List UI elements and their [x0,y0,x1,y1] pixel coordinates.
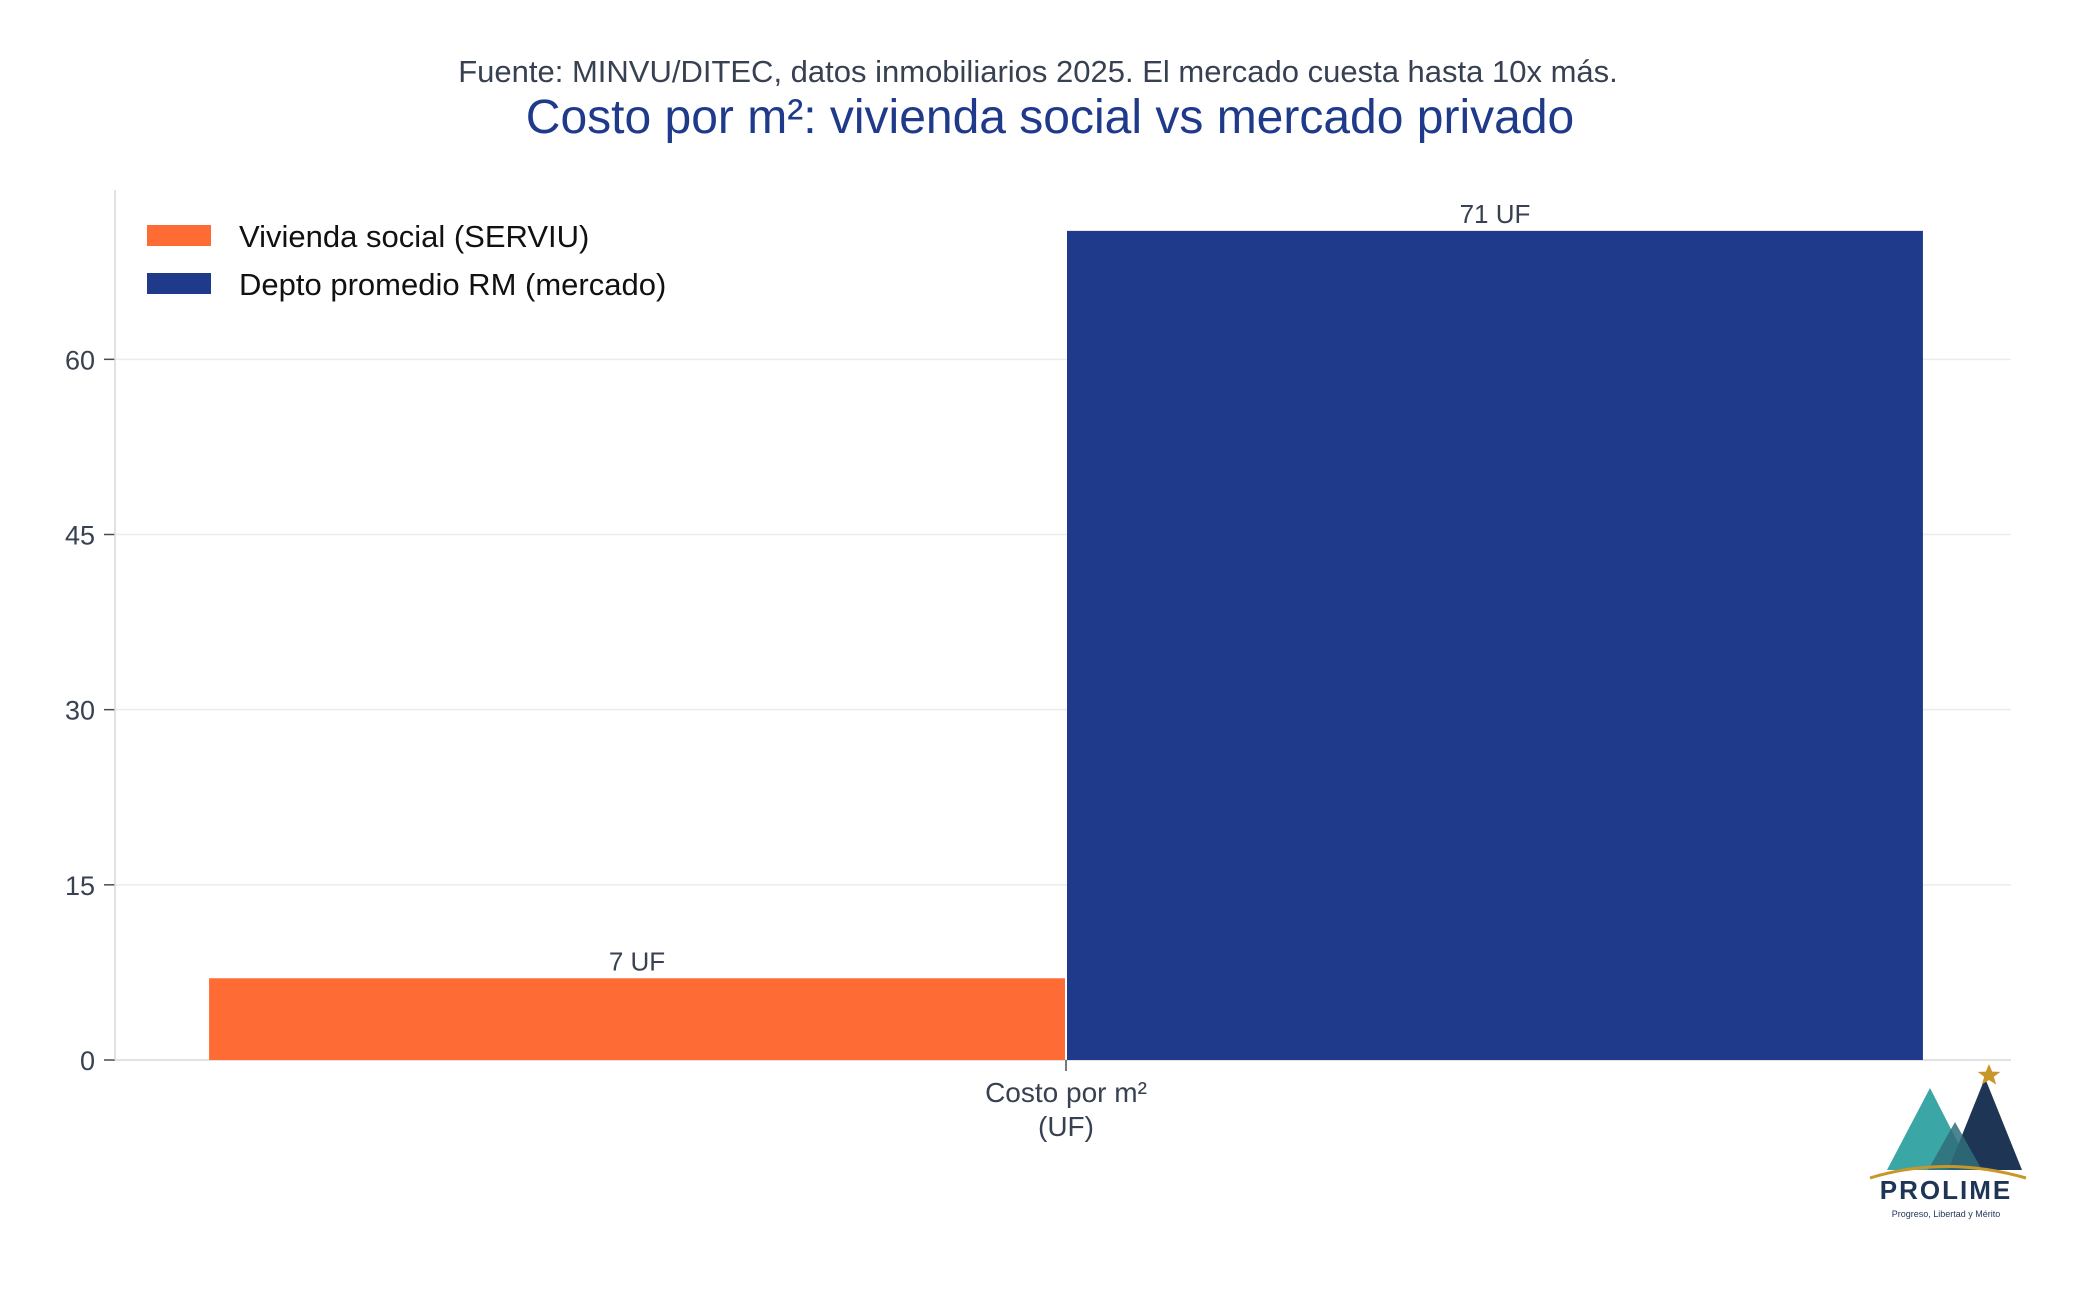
bars [209,230,1923,1060]
legend: Vivienda social (SERVIU) Depto promedio R… [147,219,666,302]
chart-title: Costo por m²: vivienda social vs mercado… [526,91,1574,144]
logo-name: PROLIME [1880,1175,2012,1205]
bar-data-label: 7 UF [609,946,665,976]
logo-gold-arc [1869,1165,2027,1180]
y-tick-label: 60 [65,345,95,375]
x-category-label: (UF) [1038,1111,1094,1142]
chart-subtitle: Fuente: MINVU/DITEC, datos inmobiliarios… [458,54,1618,89]
x-category-label: Costo por m² [985,1077,1147,1108]
legend-swatch [147,273,211,294]
y-tick-label: 30 [65,696,95,726]
logo-shade-mountain [1928,1122,1982,1170]
legend-swatch [147,225,211,246]
legend-label: Depto promedio RM (mercado) [239,267,666,302]
data-labels: 7 UF 71 UF [609,199,1531,976]
y-tick-label: 15 [65,871,95,901]
star-icon [1977,1064,2001,1085]
y-tick-label: 45 [65,520,95,550]
bar-depto-mercado [1067,230,1923,1060]
logo-tagline: Progreso, Libertad y Mérito [1892,1209,2001,1219]
prolime-logo: PROLIME Progreso, Libertad y Mérito [1869,1064,2027,1219]
bar-vivienda-social [209,978,1065,1060]
bar-data-label: 71 UF [1460,199,1531,229]
y-tick-label: 0 [80,1046,95,1076]
legend-label: Vivienda social (SERVIU) [239,219,589,254]
